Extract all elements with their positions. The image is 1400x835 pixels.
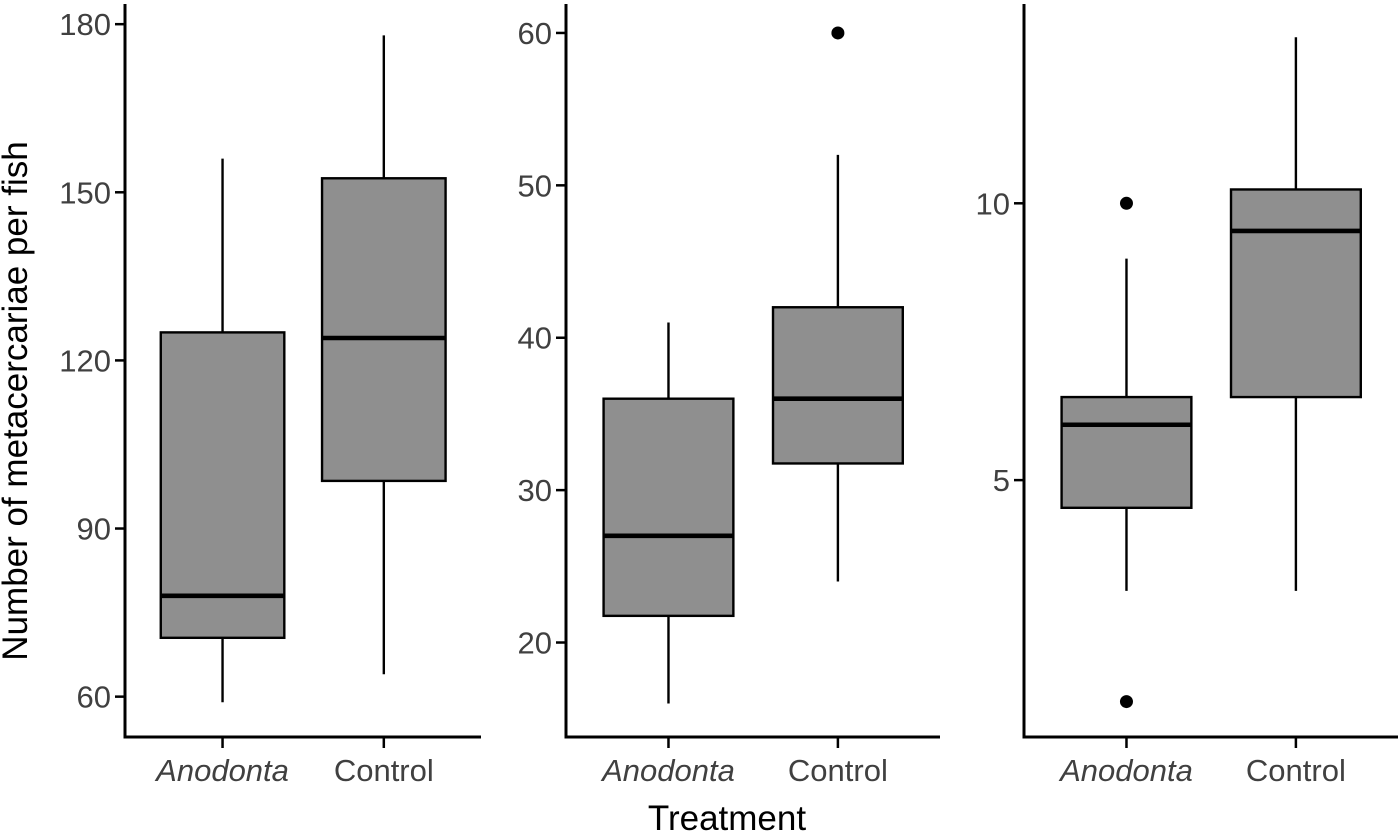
outlier-point [831, 26, 845, 40]
panel-1: 60 90 120 150 180 Anodonta Control [59, 4, 481, 788]
y-tick-label: 10 [976, 186, 1010, 221]
x-category-label-anodonta: Anodonta [1058, 753, 1193, 788]
panel-2: 20 30 40 50 60 Anodonta Control [518, 4, 940, 788]
y-tick-label: 180 [59, 7, 111, 42]
y-tick-label: 30 [518, 473, 552, 508]
x-category-label-control: Control [1246, 753, 1346, 788]
outlier-point [1119, 196, 1133, 210]
x-category-label-control: Control [788, 753, 888, 788]
y-tick-label: 5 [993, 463, 1010, 498]
y-tick-label: 50 [518, 168, 552, 203]
y-tick-label: 90 [77, 512, 111, 547]
outlier-point [1119, 695, 1133, 709]
y-tick-label: 20 [518, 626, 552, 661]
box-control [1229, 188, 1362, 399]
y-tick-label: 60 [518, 16, 552, 51]
y-tick-label: 150 [59, 175, 111, 210]
box-anodonta [1060, 395, 1193, 509]
x-category-label-anodonta: Anodonta [600, 753, 735, 788]
y-axis-title: Number of metacercariae per fish [0, 141, 35, 660]
y-tick-label: 60 [77, 680, 111, 715]
y-tick-label: 120 [59, 343, 111, 378]
box-anodonta [602, 397, 735, 618]
x-axis-title: Treatment [648, 799, 806, 835]
panel-3: 5 10 Anodonta Control [976, 4, 1398, 788]
box-anodonta [159, 331, 286, 640]
y-tick-label: 40 [518, 321, 552, 356]
panels-layer: 60 90 120 150 180 Anodonta Control 20 30 40 50 60 An… [59, 4, 1398, 788]
x-category-label-control: Control [334, 753, 434, 788]
box-control [771, 306, 904, 465]
box-control [320, 177, 447, 483]
x-category-label-anodonta: Anodonta [154, 753, 289, 788]
